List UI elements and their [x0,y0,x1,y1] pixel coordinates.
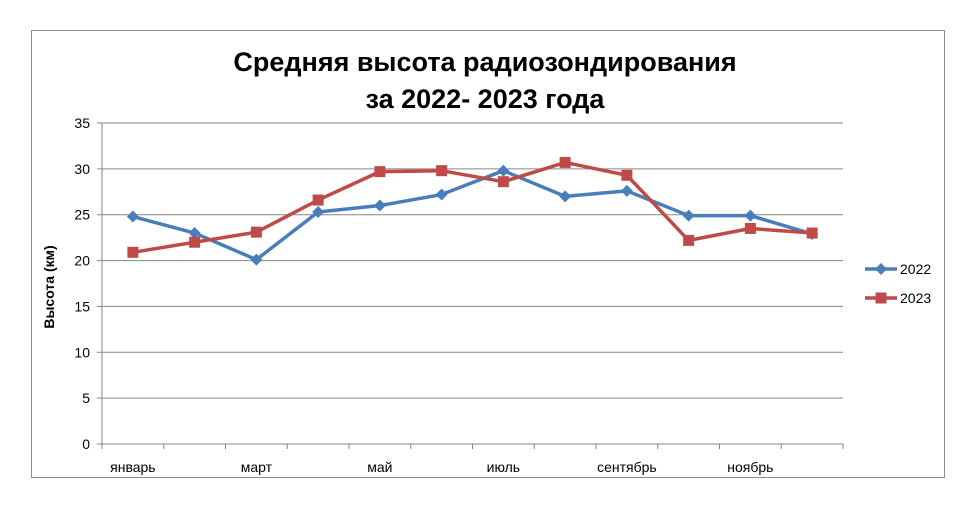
series-line [132,160,813,255]
data-point [621,169,633,181]
legend-marker [875,292,887,304]
legend: 2022 2023 [865,261,931,306]
data-point [250,226,262,238]
x-tick-label: март [241,459,273,475]
line-chart: Средняя высота радиозондирования за 2022… [41,47,931,475]
chart-title-line-2: за 2022- 2023 года [366,84,606,114]
data-point [682,209,695,222]
y-tick-label: 0 [82,436,90,452]
chart-frame: Средняя высота радиозондирования за 2022… [31,30,945,478]
data-point [744,222,756,234]
legend-label: 2023 [900,290,931,306]
axes [97,122,844,449]
series-2022 [126,164,819,266]
y-tick-label: 10 [74,344,90,360]
series [126,156,819,266]
data-point [744,209,757,222]
y-tick-label: 30 [74,161,90,177]
data-point [373,199,386,212]
legend-item-2023: 2023 [865,290,931,306]
series-2023 [127,156,818,258]
chart-title-line-1: Средняя высота радиозондирования [233,47,736,77]
data-point [620,184,633,197]
y-tick-label: 15 [74,298,90,314]
y-tick-label: 5 [82,390,90,406]
data-point [497,164,510,177]
data-point [374,166,386,178]
y-tick-label: 20 [74,253,90,269]
x-tick-label: май [367,459,392,475]
x-tick-label: июль [487,459,520,475]
x-tick-labels: январь март май июль сентябрь ноябрь [110,459,773,475]
data-point [188,227,201,240]
legend-label: 2022 [900,261,931,277]
y-tick-labels: 0 5 10 15 20 25 30 35 [74,115,90,452]
data-point [806,227,818,239]
data-point [436,165,448,177]
data-point [683,234,695,246]
y-axis-label: Высота (км) [41,245,57,328]
x-tick-label: январь [110,459,155,475]
data-point [189,236,201,248]
data-point [312,205,325,218]
series-line [132,168,813,262]
data-point [127,246,139,258]
data-point [497,176,509,188]
gridlines [102,122,843,399]
legend-item-2022: 2022 [865,261,931,277]
x-tick-label: ноябрь [727,459,773,475]
legend-marker [875,263,887,275]
data-point [559,156,571,168]
data-point [126,210,139,223]
data-point [435,188,448,201]
data-point [312,194,324,206]
y-tick-label: 25 [74,207,90,223]
y-tick-label: 35 [74,115,90,131]
data-point [559,190,572,203]
x-tick-label: сентябрь [597,459,657,475]
data-point [250,253,263,266]
